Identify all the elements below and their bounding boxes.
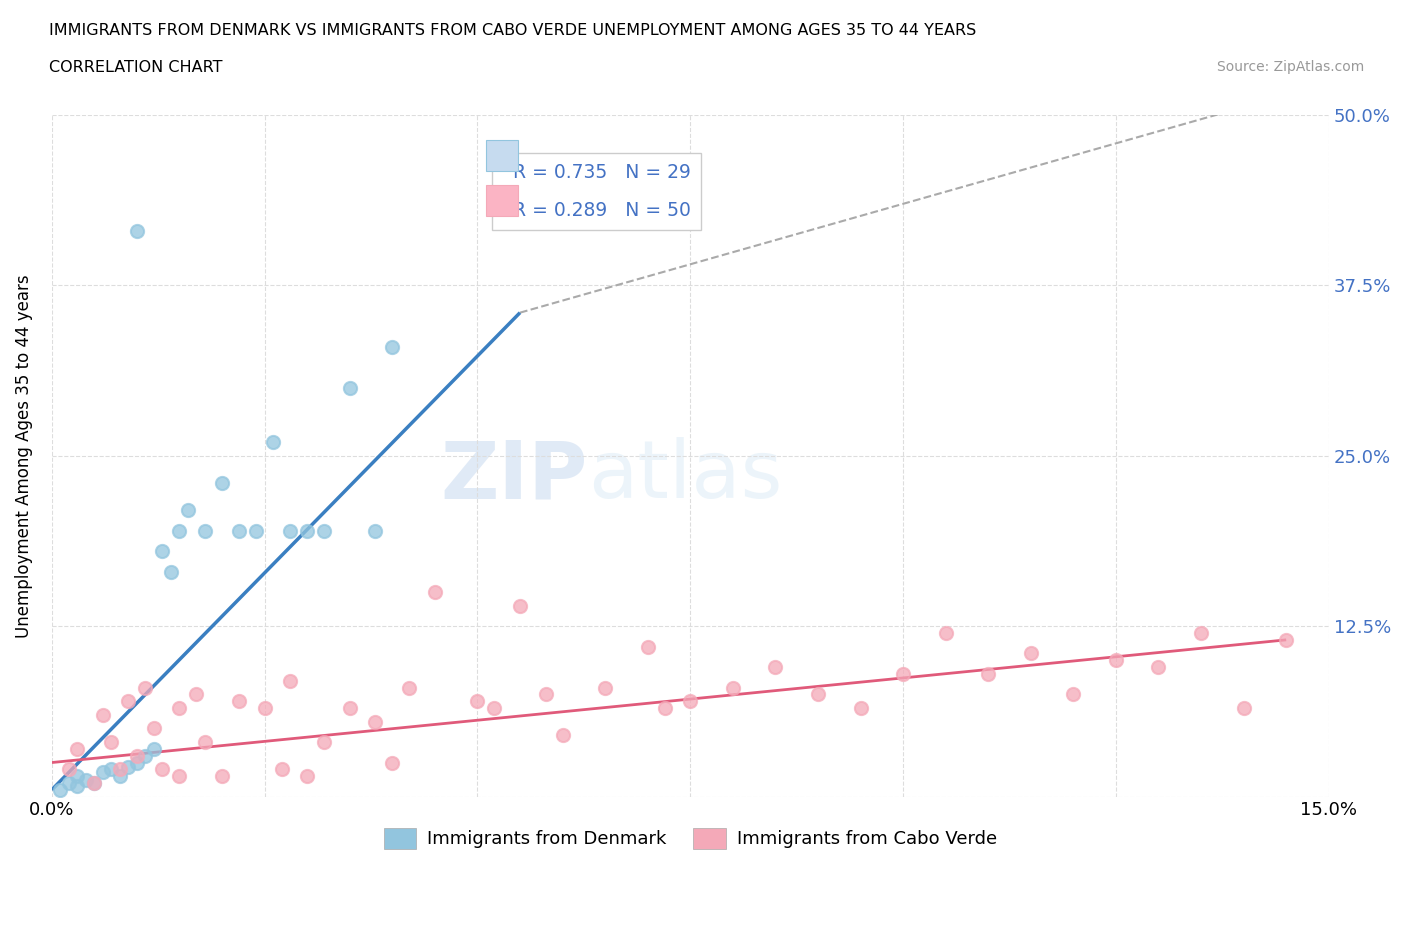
Point — [807, 687, 830, 702]
Point — [364, 714, 387, 729]
Point — [194, 524, 217, 538]
Point — [1275, 632, 1298, 647]
Point — [100, 762, 122, 777]
Point — [977, 667, 1000, 682]
Point — [721, 680, 744, 695]
Point — [1189, 626, 1212, 641]
Point — [484, 700, 506, 715]
Point — [364, 524, 387, 538]
Point — [381, 339, 404, 354]
Point — [134, 680, 156, 695]
Point — [891, 667, 914, 682]
FancyBboxPatch shape — [486, 140, 517, 171]
Point — [211, 769, 233, 784]
Text: atlas: atlas — [588, 437, 783, 515]
Point — [66, 778, 89, 793]
Point — [295, 769, 318, 784]
Point — [398, 680, 420, 695]
Point — [423, 585, 446, 600]
Point — [125, 223, 148, 238]
Point — [49, 782, 72, 797]
Point — [849, 700, 872, 715]
Point — [134, 749, 156, 764]
Point — [100, 735, 122, 750]
Point — [177, 503, 200, 518]
Point — [314, 735, 336, 750]
Point — [253, 700, 276, 715]
Text: IMMIGRANTS FROM DENMARK VS IMMIGRANTS FROM CABO VERDE UNEMPLOYMENT AMONG AGES 35: IMMIGRANTS FROM DENMARK VS IMMIGRANTS FR… — [49, 23, 976, 38]
Point — [228, 524, 250, 538]
Point — [58, 776, 80, 790]
Point — [1019, 646, 1042, 661]
Point — [75, 773, 97, 788]
Point — [194, 735, 217, 750]
Point — [262, 434, 284, 449]
Point — [278, 524, 301, 538]
Point — [679, 694, 702, 709]
Point — [125, 749, 148, 764]
Point — [91, 764, 114, 779]
Point — [763, 659, 786, 674]
Point — [142, 741, 165, 756]
Point — [314, 524, 336, 538]
Point — [295, 524, 318, 538]
Y-axis label: Unemployment Among Ages 35 to 44 years: Unemployment Among Ages 35 to 44 years — [15, 274, 32, 638]
Point — [58, 762, 80, 777]
Point — [83, 776, 105, 790]
Point — [83, 776, 105, 790]
Point — [125, 755, 148, 770]
Legend: Immigrants from Denmark, Immigrants from Cabo Verde: Immigrants from Denmark, Immigrants from… — [377, 820, 1004, 856]
Point — [169, 769, 191, 784]
Point — [108, 762, 131, 777]
Point — [245, 524, 267, 538]
Point — [1233, 700, 1256, 715]
Point — [467, 694, 489, 709]
Point — [339, 700, 361, 715]
Point — [935, 626, 957, 641]
Point — [169, 524, 191, 538]
Point — [117, 759, 139, 774]
Text: R = 0.735   N = 29
  R = 0.289   N = 50: R = 0.735 N = 29 R = 0.289 N = 50 — [502, 163, 692, 220]
Text: CORRELATION CHART: CORRELATION CHART — [49, 60, 222, 75]
Point — [381, 755, 404, 770]
Text: Source: ZipAtlas.com: Source: ZipAtlas.com — [1216, 60, 1364, 74]
Point — [637, 639, 659, 654]
Point — [211, 475, 233, 490]
Point — [142, 721, 165, 736]
Point — [66, 769, 89, 784]
Point — [593, 680, 616, 695]
Text: ZIP: ZIP — [441, 437, 588, 515]
Point — [551, 728, 574, 743]
Point — [108, 769, 131, 784]
Point — [278, 673, 301, 688]
Point — [186, 687, 208, 702]
Point — [152, 544, 174, 559]
Point — [1105, 653, 1128, 668]
Point — [270, 762, 292, 777]
Point — [1147, 659, 1170, 674]
Point — [339, 380, 361, 395]
Point — [534, 687, 557, 702]
Point — [509, 598, 531, 613]
Point — [66, 741, 89, 756]
Point — [228, 694, 250, 709]
FancyBboxPatch shape — [486, 185, 517, 216]
Point — [152, 762, 174, 777]
Point — [91, 708, 114, 723]
Point — [1062, 687, 1084, 702]
Point — [160, 565, 183, 579]
Point — [654, 700, 676, 715]
Point — [169, 700, 191, 715]
Point — [117, 694, 139, 709]
